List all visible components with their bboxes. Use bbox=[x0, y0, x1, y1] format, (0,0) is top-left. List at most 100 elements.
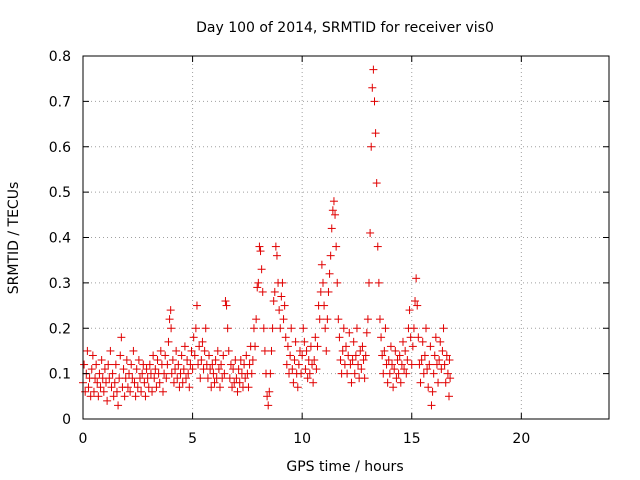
data-point bbox=[211, 356, 220, 365]
data-point bbox=[391, 346, 400, 355]
data-point bbox=[280, 301, 289, 310]
data-point bbox=[301, 365, 310, 374]
data-point bbox=[244, 383, 253, 392]
data-point bbox=[290, 356, 299, 365]
data-point bbox=[362, 328, 371, 337]
data-point bbox=[419, 369, 428, 378]
data-point bbox=[145, 360, 154, 369]
x-tick-label: 0 bbox=[79, 431, 88, 447]
data-point bbox=[196, 374, 205, 383]
data-point bbox=[119, 365, 128, 374]
data-point bbox=[400, 365, 409, 374]
data-point bbox=[153, 356, 162, 365]
data-point bbox=[272, 251, 281, 260]
data-point bbox=[200, 346, 209, 355]
data-point bbox=[217, 360, 226, 369]
data-point bbox=[322, 346, 331, 355]
data-point bbox=[414, 333, 423, 342]
data-point bbox=[176, 369, 185, 378]
data-point bbox=[344, 351, 353, 360]
data-point bbox=[277, 292, 286, 301]
data-point bbox=[333, 278, 342, 287]
data-point bbox=[210, 378, 219, 387]
data-point bbox=[128, 374, 137, 383]
data-point bbox=[175, 383, 184, 392]
data-point bbox=[203, 374, 212, 383]
data-point bbox=[318, 278, 327, 287]
chart-title: Day 100 of 2014, SRMTID for receiver vis… bbox=[196, 20, 494, 36]
data-point bbox=[110, 378, 119, 387]
data-point bbox=[141, 392, 150, 401]
data-point bbox=[183, 356, 192, 365]
data-point bbox=[206, 365, 215, 374]
data-point bbox=[223, 324, 232, 333]
data-point bbox=[93, 378, 102, 387]
data-point bbox=[182, 374, 191, 383]
data-point bbox=[358, 342, 367, 351]
data-point bbox=[402, 369, 411, 378]
data-point bbox=[383, 378, 392, 387]
data-point bbox=[245, 360, 254, 369]
data-point bbox=[343, 369, 352, 378]
data-point bbox=[168, 356, 177, 365]
data-point bbox=[281, 333, 290, 342]
data-point bbox=[325, 269, 334, 278]
data-point bbox=[218, 374, 227, 383]
data-point bbox=[247, 369, 256, 378]
data-point bbox=[390, 365, 399, 374]
data-point bbox=[445, 356, 454, 365]
data-point bbox=[386, 342, 395, 351]
grid-lines bbox=[83, 56, 609, 419]
data-point bbox=[371, 129, 380, 138]
data-point bbox=[365, 278, 374, 287]
data-point bbox=[396, 378, 405, 387]
data-point bbox=[370, 97, 379, 106]
data-point bbox=[282, 360, 291, 369]
data-point bbox=[346, 360, 355, 369]
data-point bbox=[133, 383, 142, 392]
data-point bbox=[339, 324, 348, 333]
data-point bbox=[298, 351, 307, 360]
data-point bbox=[138, 369, 147, 378]
data-point bbox=[161, 351, 170, 360]
y-tick-label: 0.8 bbox=[49, 49, 71, 65]
data-point bbox=[385, 369, 394, 378]
data-point bbox=[268, 324, 277, 333]
data-point bbox=[446, 374, 455, 383]
data-point bbox=[198, 337, 207, 346]
data-point bbox=[327, 224, 336, 233]
data-point bbox=[97, 356, 106, 365]
data-point bbox=[111, 360, 120, 369]
data-point bbox=[377, 333, 386, 342]
y-tick-label: 0.1 bbox=[49, 367, 71, 383]
data-point bbox=[342, 342, 350, 351]
data-point bbox=[275, 306, 284, 315]
data-point bbox=[255, 242, 264, 251]
x-tick-labels: 0 5 10 15 20 bbox=[79, 431, 531, 447]
data-point bbox=[249, 324, 258, 333]
data-point bbox=[164, 337, 173, 346]
data-point bbox=[442, 351, 451, 360]
data-point bbox=[354, 360, 363, 369]
data-point bbox=[352, 324, 361, 333]
data-point bbox=[130, 378, 139, 387]
y-tick-label: 0.2 bbox=[49, 321, 71, 337]
data-point bbox=[163, 360, 172, 369]
data-point bbox=[334, 315, 343, 324]
data-point bbox=[105, 374, 114, 383]
data-point bbox=[144, 383, 153, 392]
data-point bbox=[258, 287, 267, 296]
data-point bbox=[411, 297, 420, 306]
data-point bbox=[429, 369, 438, 378]
data-point bbox=[279, 315, 288, 324]
data-point bbox=[397, 360, 406, 369]
data-point bbox=[415, 360, 424, 369]
data-point bbox=[89, 387, 98, 396]
data-point bbox=[264, 401, 273, 410]
data-point bbox=[297, 369, 306, 378]
data-point bbox=[332, 242, 341, 251]
data-point bbox=[323, 315, 332, 324]
data-point bbox=[420, 351, 429, 360]
data-point bbox=[177, 351, 186, 360]
data-point bbox=[287, 324, 296, 333]
